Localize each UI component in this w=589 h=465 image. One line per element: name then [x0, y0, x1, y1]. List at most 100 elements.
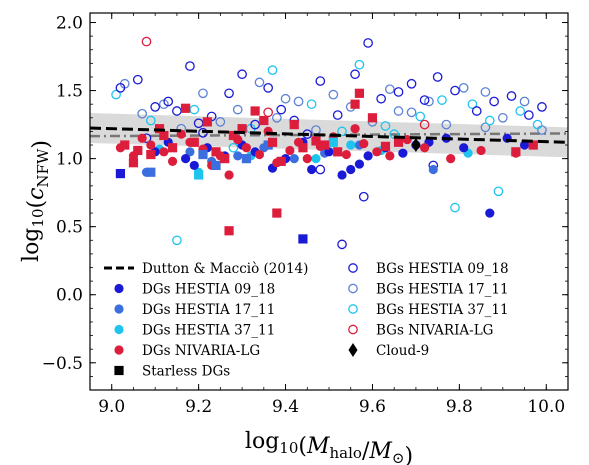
y-tick-label: −0.5 [42, 354, 83, 374]
data-point [320, 140, 330, 150]
legend-marker [348, 304, 358, 314]
data-point [519, 140, 530, 150]
data-point [480, 87, 491, 97]
data-point [337, 170, 347, 180]
legend-item: Dutton & Macciò (2014) [104, 261, 308, 277]
data-point [332, 110, 343, 120]
data-point [167, 143, 178, 153]
data-point [159, 147, 169, 157]
data-point [358, 191, 369, 202]
data-point [484, 115, 495, 126]
data-point [137, 133, 147, 143]
data-point [115, 168, 126, 179]
data-point [415, 111, 426, 122]
data-point [280, 93, 291, 104]
legend-item: DGs HESTIA 09_18 [114, 282, 275, 298]
data-point [458, 83, 469, 93]
data-point [354, 88, 365, 98]
data-point [141, 36, 152, 47]
data-point [250, 106, 260, 116]
data-point [289, 154, 299, 164]
data-point [254, 77, 265, 88]
data-point [384, 84, 395, 95]
data-point [393, 137, 404, 147]
x-tick-label: 9.0 [98, 397, 125, 417]
data-point [393, 106, 404, 116]
data-point [471, 106, 482, 116]
data-point [115, 83, 126, 93]
legend-marker [114, 304, 124, 314]
legend-label: DGs HESTIA 17_11 [142, 302, 275, 318]
y-tick-label: 2.0 [56, 14, 83, 34]
data-point [146, 149, 156, 160]
data-point [272, 208, 282, 218]
legend-item: DGs NIVARIA-LG [114, 343, 260, 359]
data-point [402, 134, 412, 145]
data-point [346, 140, 356, 150]
data-point [146, 167, 156, 177]
data-point [224, 170, 234, 180]
data-point [524, 110, 534, 120]
data-point [224, 88, 234, 99]
legend-label: BGs NIVARIA-LG [376, 323, 493, 339]
data-point [128, 158, 139, 168]
data-point [272, 112, 282, 123]
data-point [220, 154, 230, 164]
data-point [424, 96, 434, 107]
y-tick-label: 0.5 [56, 218, 83, 238]
data-point [285, 145, 295, 156]
data-point [276, 156, 286, 166]
legend-item: BGs HESTIA 09_18 [348, 261, 509, 277]
data-point [146, 140, 156, 150]
axis-ticks: 9.0 9.2 9.4 9.6 9.8 10.0 −0.5 0.0 0.5 1.0 1.5 2.0 [42, 13, 568, 417]
data-point [411, 138, 421, 153]
data-point [398, 148, 408, 158]
data-point [267, 137, 278, 147]
legend-label: Cloud-9 [376, 343, 429, 359]
data-point [185, 147, 195, 157]
data-point [276, 104, 287, 115]
legend-item: BGs HESTIA 17_11 [348, 282, 509, 298]
data-point [393, 87, 404, 97]
data-point [315, 76, 326, 86]
series-starless-nivaria [120, 88, 538, 236]
data-point [459, 143, 469, 153]
x-tick-label: 10.0 [527, 397, 565, 417]
data-point [380, 121, 391, 131]
legend-label: BGs HESTIA 37_11 [376, 302, 509, 318]
data-point [181, 154, 191, 164]
y-axis-label: log10(cNFW) [19, 140, 54, 262]
legend-label: DGs NIVARIA-LG [142, 343, 260, 359]
legend-item: DGs HESTIA 17_11 [114, 302, 275, 318]
data-point [419, 119, 430, 130]
data-point [350, 99, 360, 109]
data-point [237, 69, 247, 80]
data-point [489, 96, 499, 107]
data-point [380, 141, 391, 151]
data-point [367, 113, 378, 123]
x-tick-label: 9.2 [185, 397, 212, 417]
data-point [211, 147, 221, 157]
data-point [467, 99, 478, 110]
data-point [528, 140, 538, 150]
data-point [133, 145, 143, 156]
data-point [163, 96, 174, 107]
data-point [337, 239, 347, 250]
data-point [350, 124, 360, 134]
data-point [137, 108, 147, 119]
data-point [181, 103, 191, 113]
data-point [376, 93, 386, 104]
data-point [211, 160, 221, 171]
legend-marker [348, 324, 358, 335]
legend-marker [114, 283, 124, 294]
data-point [224, 226, 234, 236]
data-point [311, 136, 321, 146]
data-point [537, 102, 547, 112]
data-point [289, 120, 299, 130]
legend-item: BGs NIVARIA-LG [348, 323, 493, 339]
data-point [263, 83, 274, 93]
data-point [215, 117, 226, 127]
data-point [354, 59, 365, 70]
